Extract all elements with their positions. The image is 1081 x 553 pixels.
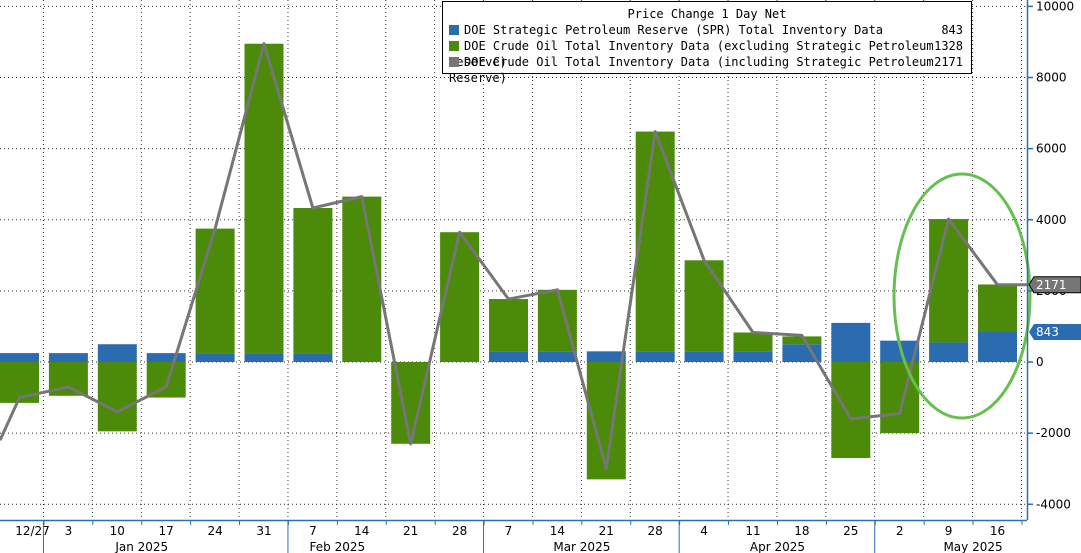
x-tick-label: 28: [452, 524, 467, 538]
y-tick-label: -4000: [1036, 497, 1071, 511]
legend-item-spr: DOE Strategic Petroleum Reserve (SPR) To…: [443, 22, 971, 38]
x-tick-label: 7: [505, 524, 513, 538]
x-tick-label: 7: [309, 524, 317, 538]
x-tick-label: 10: [110, 524, 125, 538]
bar-spr: [48, 353, 88, 362]
legend-title: Price Change 1 Day Net: [627, 7, 787, 21]
bar-ex-spr: [733, 332, 773, 352]
legend-value-spr: 843: [941, 23, 963, 37]
x-tick-label: 3: [65, 524, 73, 538]
legend-label-spr: DOE Strategic Petroleum Reserve (SPR) To…: [464, 23, 884, 37]
x-tick-label: 16: [990, 524, 1005, 538]
x-tick-label: 31: [256, 524, 271, 538]
total-line-path: [0, 42, 1030, 471]
bar-spr: [635, 351, 675, 362]
x-tick-label: 14: [550, 524, 565, 538]
x-tick-label: 24: [207, 524, 222, 538]
bar-spr: [782, 344, 822, 362]
bar-spr: [146, 353, 186, 362]
x-tick-label: 2: [896, 524, 904, 538]
last-value-labels: 2171 843: [1028, 276, 1081, 341]
legend-swatch-ex-spr: [449, 41, 459, 51]
x-tick-label: 21: [403, 524, 418, 538]
x-tick-label: 4: [700, 524, 708, 538]
bar-spr: [489, 351, 528, 362]
bar-ex-spr: [440, 232, 480, 362]
bars: [0, 43, 1017, 480]
legend-value-incl-spr: 2171: [934, 55, 963, 69]
x-tick-label: 25: [843, 524, 858, 538]
total-line: [0, 42, 1030, 471]
bar-ex-spr: [195, 228, 235, 354]
x-tick-label: 28: [648, 524, 663, 538]
y-tick-label: 0: [1036, 355, 1044, 369]
bar-spr: [195, 353, 235, 362]
bar-ex-spr: [146, 362, 186, 398]
bar-spr: [733, 351, 773, 362]
x-tick-label: 12/27: [15, 524, 50, 538]
month-label: May 2025: [943, 540, 1002, 553]
y-tick-label: -2000: [1036, 426, 1071, 440]
bar-ex-spr: [978, 284, 1017, 333]
y-tick-label: 6000: [1036, 142, 1067, 156]
bar-ex-spr: [880, 362, 920, 434]
bar-spr: [929, 342, 969, 362]
legend-label-incl-spr: DOE Crude Oil Total Inventory Data (incl…: [449, 55, 934, 85]
highlight-ellipse: [892, 172, 1032, 420]
x-tick-label: 11: [745, 524, 760, 538]
legend-swatch-incl-spr: [449, 57, 459, 67]
x-tick-label: 17: [159, 524, 174, 538]
bar-spr: [97, 344, 137, 362]
bar-spr: [537, 351, 577, 362]
x-tick-label: 21: [599, 524, 614, 538]
bar-spr: [0, 353, 39, 362]
month-label: Feb 2025: [310, 540, 366, 553]
y-tick-label: 4000: [1036, 213, 1067, 227]
y-axis: -4000-20000200040006000800010000: [1026, 0, 1074, 520]
highlight-annotation: [892, 172, 1032, 420]
legend-value-ex-spr: 1328: [934, 39, 963, 53]
grid-lines: [0, 0, 1027, 520]
bar-ex-spr: [97, 362, 137, 432]
bar-spr: [293, 353, 333, 362]
legend-label-ex-spr: DOE Crude Oil Total Inventory Data (excl…: [449, 39, 934, 69]
bar-spr: [978, 332, 1017, 362]
bar-ex-spr: [929, 219, 969, 343]
bar-spr: [831, 322, 871, 362]
last-value-tag: [1028, 276, 1081, 294]
bar-ex-spr: [684, 260, 724, 352]
x-tick-label: 18: [794, 524, 809, 538]
legend: Price Change 1 Day Net DOE Strategic Pet…: [442, 1, 972, 85]
bar-ex-spr: [293, 208, 333, 354]
last-value-label: 2171: [1036, 278, 1067, 292]
x-tick-label: 9: [945, 524, 953, 538]
last-value-label: 843: [1036, 325, 1059, 339]
legend-swatch-spr: [449, 25, 459, 35]
bar-spr: [684, 351, 724, 362]
bar-ex-spr: [489, 299, 528, 352]
bar-spr: [244, 353, 284, 362]
month-label: Mar 2025: [553, 540, 610, 553]
bar-ex-spr: [782, 336, 822, 345]
month-label: Apr 2025: [750, 540, 805, 553]
legend-item-ex-spr: DOE Crude Oil Total Inventory Data (excl…: [443, 38, 971, 69]
last-value-tag: [1029, 324, 1081, 341]
legend-item-incl-spr: DOE Crude Oil Total Inventory Data (incl…: [443, 54, 971, 85]
bar-spr: [586, 351, 626, 362]
x-axis: 12/27 3 10 17 24 31 7 14 21 28 7 14 21 28 4 11 18 25 2 9 16 J…: [0, 519, 1027, 553]
bar-ex-spr: [831, 362, 871, 459]
bar-ex-spr: [342, 196, 382, 362]
y-tick-label: 8000: [1036, 71, 1067, 85]
x-tick-label: 14: [354, 524, 369, 538]
y-tick-label: 10000: [1036, 0, 1074, 13]
month-label: Jan 2025: [114, 540, 168, 553]
